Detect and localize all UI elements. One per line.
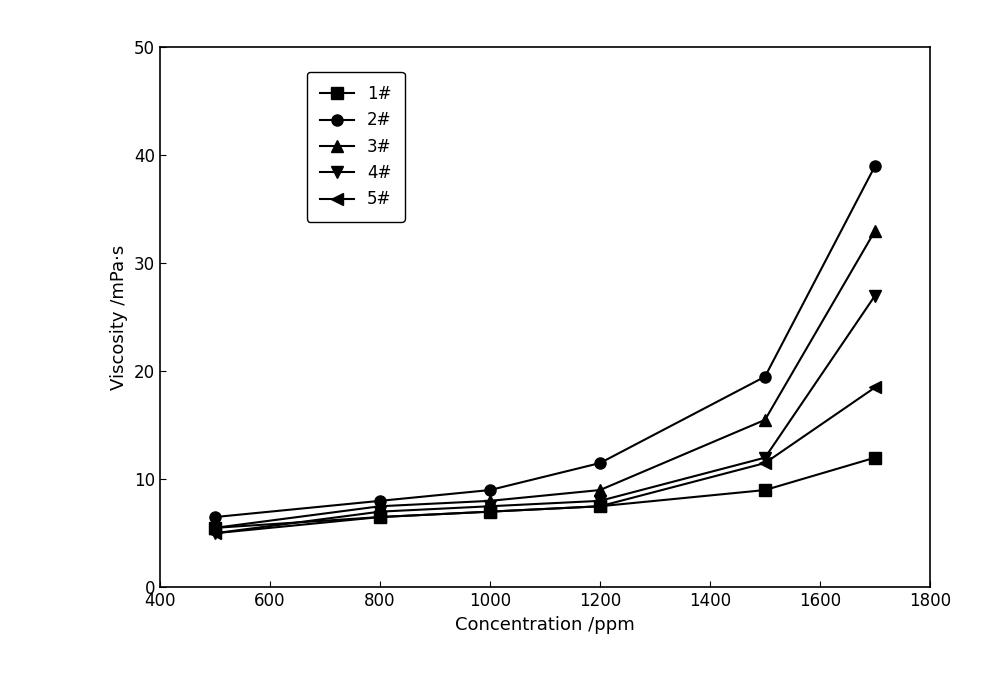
2# bbox=[759, 373, 771, 381]
1# bbox=[759, 486, 771, 494]
Legend: 1#, 2#, 3#, 4#, 5#: 1#, 2#, 3#, 4#, 5# bbox=[307, 72, 405, 222]
1# bbox=[374, 513, 386, 521]
5# bbox=[594, 502, 606, 510]
4# bbox=[759, 454, 771, 462]
2# bbox=[484, 486, 496, 494]
5# bbox=[869, 383, 881, 392]
5# bbox=[209, 529, 221, 537]
5# bbox=[759, 459, 771, 467]
1# bbox=[869, 454, 881, 462]
5# bbox=[484, 508, 496, 516]
2# bbox=[594, 459, 606, 467]
3# bbox=[759, 416, 771, 424]
3# bbox=[209, 524, 221, 532]
3# bbox=[869, 227, 881, 235]
Line: 5#: 5# bbox=[209, 382, 881, 539]
4# bbox=[484, 502, 496, 510]
2# bbox=[374, 497, 386, 505]
1# bbox=[594, 502, 606, 510]
1# bbox=[209, 524, 221, 532]
Line: 4#: 4# bbox=[209, 290, 881, 539]
4# bbox=[869, 292, 881, 300]
4# bbox=[594, 497, 606, 505]
5# bbox=[374, 513, 386, 521]
3# bbox=[484, 497, 496, 505]
Line: 2#: 2# bbox=[209, 161, 881, 522]
Line: 3#: 3# bbox=[209, 225, 881, 533]
Y-axis label: Viscosity /mPa·s: Viscosity /mPa·s bbox=[110, 244, 128, 390]
3# bbox=[374, 502, 386, 510]
4# bbox=[209, 529, 221, 537]
X-axis label: Concentration /ppm: Concentration /ppm bbox=[455, 616, 635, 634]
3# bbox=[594, 486, 606, 494]
4# bbox=[374, 508, 386, 516]
Line: 1#: 1# bbox=[209, 452, 881, 533]
1# bbox=[484, 508, 496, 516]
2# bbox=[869, 162, 881, 170]
2# bbox=[209, 513, 221, 521]
